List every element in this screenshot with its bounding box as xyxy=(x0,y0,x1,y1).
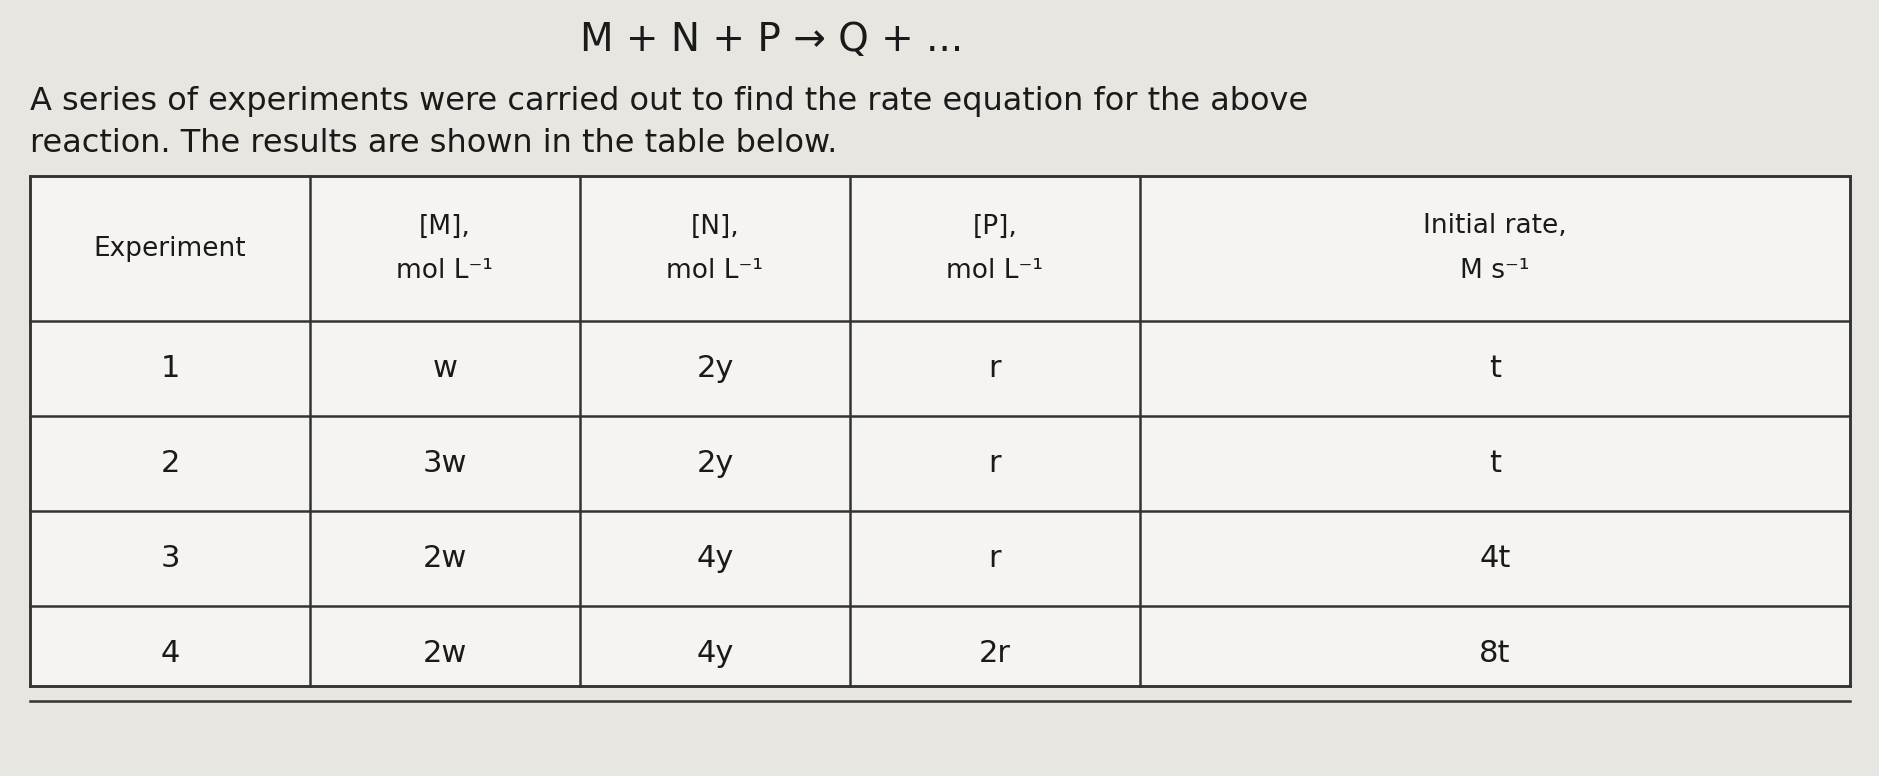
Text: 1: 1 xyxy=(160,354,180,383)
Text: Initial rate,: Initial rate, xyxy=(1422,213,1567,240)
Text: 2w: 2w xyxy=(423,544,468,573)
Text: 2r: 2r xyxy=(979,639,1011,668)
Text: 3w: 3w xyxy=(423,449,468,478)
Text: A series of experiments were carried out to find the rate equation for the above: A series of experiments were carried out… xyxy=(30,86,1308,117)
Text: 4y: 4y xyxy=(697,639,733,668)
Text: mol L⁻¹: mol L⁻¹ xyxy=(947,258,1043,283)
Text: r: r xyxy=(988,354,1002,383)
Text: r: r xyxy=(988,544,1002,573)
Bar xyxy=(30,176,1851,686)
Text: reaction. The results are shown in the table below.: reaction. The results are shown in the t… xyxy=(30,128,838,159)
Text: t: t xyxy=(1488,354,1501,383)
Text: [N],: [N], xyxy=(691,213,738,240)
Text: 2w: 2w xyxy=(423,639,468,668)
Text: 4: 4 xyxy=(160,639,180,668)
Text: M + N + P → Q + ...: M + N + P → Q + ... xyxy=(581,21,964,59)
Text: 3: 3 xyxy=(160,544,180,573)
Text: r: r xyxy=(988,449,1002,478)
Text: 2: 2 xyxy=(160,449,180,478)
Text: 8t: 8t xyxy=(1479,639,1511,668)
Text: 4t: 4t xyxy=(1479,544,1511,573)
Text: 2y: 2y xyxy=(697,449,733,478)
Text: mol L⁻¹: mol L⁻¹ xyxy=(667,258,763,283)
Text: t: t xyxy=(1488,449,1501,478)
Text: Experiment: Experiment xyxy=(94,235,246,262)
Text: 4y: 4y xyxy=(697,544,733,573)
Text: w: w xyxy=(432,354,457,383)
Text: 2y: 2y xyxy=(697,354,733,383)
Text: M s⁻¹: M s⁻¹ xyxy=(1460,258,1530,283)
Text: mol L⁻¹: mol L⁻¹ xyxy=(396,258,494,283)
Text: [P],: [P], xyxy=(973,213,1017,240)
Text: [M],: [M], xyxy=(419,213,472,240)
